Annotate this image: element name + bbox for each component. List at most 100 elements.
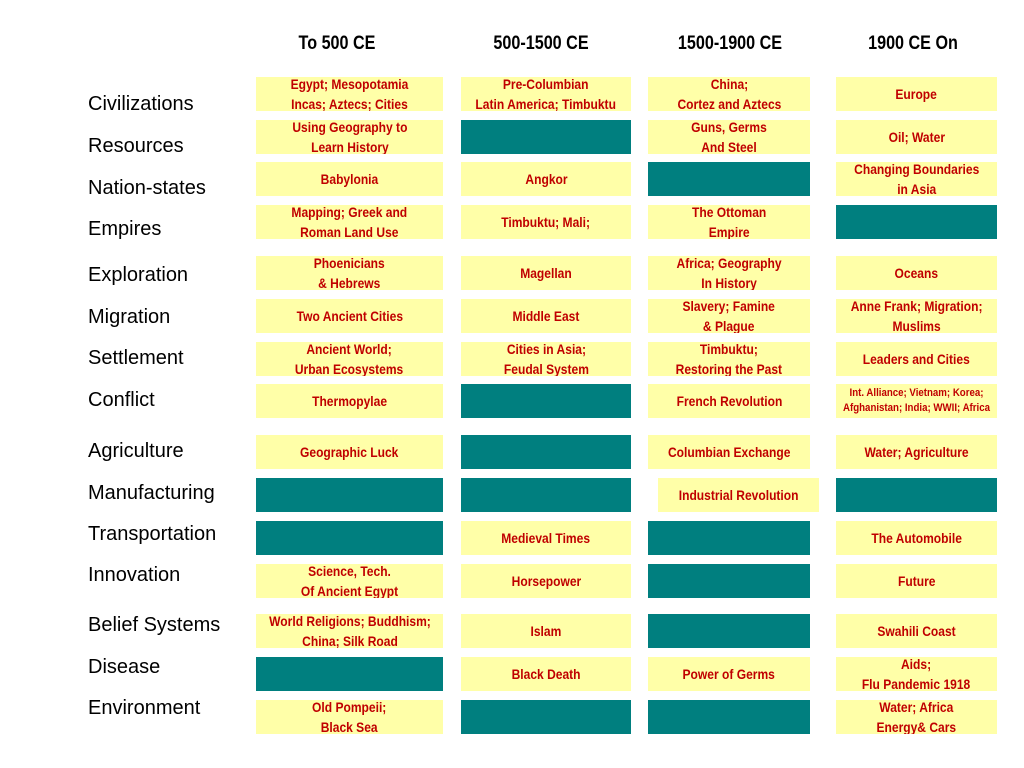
cell-text: Geographic Luck <box>300 444 399 460</box>
cell-text: Using Geography to Learn History <box>291 120 408 154</box>
cell-agriculture-500-1500-ce-empty <box>461 435 631 469</box>
cell-exploration-to-500-ce: Phoenicians & Hebrews <box>256 256 443 290</box>
cell-nation-states-1900-ce-on: Changing Boundaries in Asia <box>836 162 997 196</box>
column-header-1500-1900-ce: 1500-1900 CE <box>677 33 783 54</box>
cell-civilizations-to-500-ce: Egypt; Mesopotamia Incas; Aztecs; Cities <box>256 77 443 111</box>
row-label-belief-systems: Belief Systems <box>88 614 221 636</box>
row-label-nation-states: Nation-states <box>88 177 206 199</box>
cell-text: Mapping; Greek and Roman Land Use <box>291 205 408 239</box>
cell-text: Changing Boundaries in Asia <box>853 162 980 196</box>
cell-text: Thermopylae <box>312 393 387 409</box>
row-label-resources: Resources <box>88 135 184 157</box>
cell-conflict-1900-ce-on: Int. Alliance; Vietnam; Korea; Afghanist… <box>836 384 997 418</box>
cell-resources-1500-1900-ce: Guns, Germs And Steel <box>648 120 810 154</box>
row-label-empires: Empires <box>88 218 162 240</box>
cell-text: Old Pompeii; Black Sea <box>312 700 387 734</box>
cell-transportation-to-500-ce-empty <box>256 521 443 555</box>
cell-text: Magellan <box>520 265 572 281</box>
cell-text: Industrial Revolution <box>678 487 799 503</box>
cell-innovation-1900-ce-on: Future <box>836 564 997 598</box>
cell-text: Angkor <box>524 171 568 187</box>
cell-text: World Religions; Buddhism; China; Silk R… <box>268 614 431 648</box>
cell-text: Ancient World; Urban Ecosystems <box>295 342 404 376</box>
cell-innovation-to-500-ce: Science, Tech. Of Ancient Egypt <box>256 564 443 598</box>
cell-text: Europe <box>895 86 938 102</box>
cell-environment-500-1500-ce-empty <box>461 700 631 734</box>
cell-migration-to-500-ce: Two Ancient Cities <box>256 299 443 333</box>
cell-innovation-1500-1900-ce-empty <box>648 564 810 598</box>
cell-text: Leaders and Cities <box>862 351 971 367</box>
cell-nation-states-500-1500-ce: Angkor <box>461 162 631 196</box>
cell-belief-systems-500-1500-ce: Islam <box>461 614 631 648</box>
cell-text: Horsepower <box>511 573 581 589</box>
cell-empires-1900-ce-on-empty <box>836 205 997 239</box>
cell-text: Int. Alliance; Vietnam; Korea; Afghanist… <box>843 387 990 414</box>
row-label-manufacturing: Manufacturing <box>88 482 215 504</box>
row-label-agriculture: Agriculture <box>88 440 184 462</box>
cell-manufacturing-500-1500-ce-empty <box>461 478 631 512</box>
row-label-settlement: Settlement <box>88 347 184 369</box>
cell-text: Future <box>897 573 936 589</box>
cell-text: China; Cortez and Aztecs <box>677 77 781 111</box>
row-label-innovation: Innovation <box>88 564 181 586</box>
cell-exploration-1500-1900-ce: Africa; Geography In History <box>648 256 810 290</box>
cell-text: Slavery; Famine & Plague <box>682 299 776 333</box>
cell-nation-states-to-500-ce: Babylonia <box>256 162 443 196</box>
row-label-conflict: Conflict <box>88 389 155 411</box>
row-label-disease: Disease <box>88 656 161 678</box>
cell-text: Middle East <box>512 308 580 324</box>
row-label-civilizations: Civilizations <box>88 93 194 115</box>
cell-text: Africa; Geography In History <box>676 256 782 290</box>
cell-disease-1500-1900-ce: Power of Germs <box>648 657 810 691</box>
cell-text: The Automobile <box>871 530 962 546</box>
cell-manufacturing-1900-ce-on-empty <box>836 478 997 512</box>
cell-agriculture-to-500-ce: Geographic Luck <box>256 435 443 469</box>
row-label-transportation: Transportation <box>88 523 217 545</box>
cell-settlement-500-1500-ce: Cities in Asia; Feudal System <box>461 342 631 376</box>
cell-civilizations-500-1500-ce: Pre-Columbian Latin America; Timbuktu <box>461 77 631 111</box>
cell-innovation-500-1500-ce: Horsepower <box>461 564 631 598</box>
cell-text: Science, Tech. Of Ancient Egypt <box>300 564 399 598</box>
cell-environment-to-500-ce: Old Pompeii; Black Sea <box>256 700 443 734</box>
cell-text: Black Death <box>511 666 581 682</box>
cell-settlement-1900-ce-on: Leaders and Cities <box>836 342 997 376</box>
cell-text: Oil; Water <box>888 129 945 145</box>
cell-environment-1500-1900-ce-empty <box>648 700 810 734</box>
cell-conflict-500-1500-ce-empty <box>461 384 631 418</box>
cell-agriculture-1500-1900-ce: Columbian Exchange <box>648 435 810 469</box>
cell-belief-systems-to-500-ce: World Religions; Buddhism; China; Silk R… <box>256 614 443 648</box>
cell-text: Swahili Coast <box>877 623 956 639</box>
cell-text: Timbuktu; Restoring the Past <box>675 342 783 376</box>
cell-conflict-to-500-ce: Thermopylae <box>256 384 443 418</box>
cell-settlement-1500-1900-ce: Timbuktu; Restoring the Past <box>648 342 810 376</box>
cell-migration-1500-1900-ce: Slavery; Famine & Plague <box>648 299 810 333</box>
row-label-exploration: Exploration <box>88 264 189 286</box>
cell-text: Anne Frank; Migration; Muslims <box>850 299 983 333</box>
cell-text: Cities in Asia; Feudal System <box>503 342 589 376</box>
cell-settlement-to-500-ce: Ancient World; Urban Ecosystems <box>256 342 443 376</box>
cell-resources-to-500-ce: Using Geography to Learn History <box>256 120 443 154</box>
cell-civilizations-1500-1900-ce: China; Cortez and Aztecs <box>648 77 810 111</box>
cell-environment-1900-ce-on: Water; Africa Energy& Cars <box>836 700 997 734</box>
cell-text: The Ottoman Empire <box>691 205 767 239</box>
cell-text: Oceans <box>894 265 939 281</box>
cell-text: Water; Agriculture <box>864 444 969 460</box>
cell-text: Medieval Times <box>501 530 591 546</box>
cell-transportation-500-1500-ce: Medieval Times <box>461 521 631 555</box>
cell-transportation-1900-ce-on: The Automobile <box>836 521 997 555</box>
cell-empires-1500-1900-ce: The Ottoman Empire <box>648 205 810 239</box>
cell-text: Phoenicians & Hebrews <box>314 256 385 290</box>
cell-disease-to-500-ce-empty <box>256 657 443 691</box>
cell-text: Aids; Flu Pandemic 1918 <box>862 657 971 691</box>
cell-migration-500-1500-ce: Middle East <box>461 299 631 333</box>
cell-agriculture-1900-ce-on: Water; Agriculture <box>836 435 997 469</box>
row-label-migration: Migration <box>88 306 171 328</box>
column-header-to-500-ce: To 500 CE <box>298 33 376 54</box>
cell-belief-systems-1900-ce-on: Swahili Coast <box>836 614 997 648</box>
cell-migration-1900-ce-on: Anne Frank; Migration; Muslims <box>836 299 997 333</box>
cell-exploration-500-1500-ce: Magellan <box>461 256 631 290</box>
cell-disease-500-1500-ce: Black Death <box>461 657 631 691</box>
cell-text: Babylonia <box>320 171 379 187</box>
cell-text: Islam <box>530 623 562 639</box>
cell-text: Guns, Germs And Steel <box>691 120 767 154</box>
